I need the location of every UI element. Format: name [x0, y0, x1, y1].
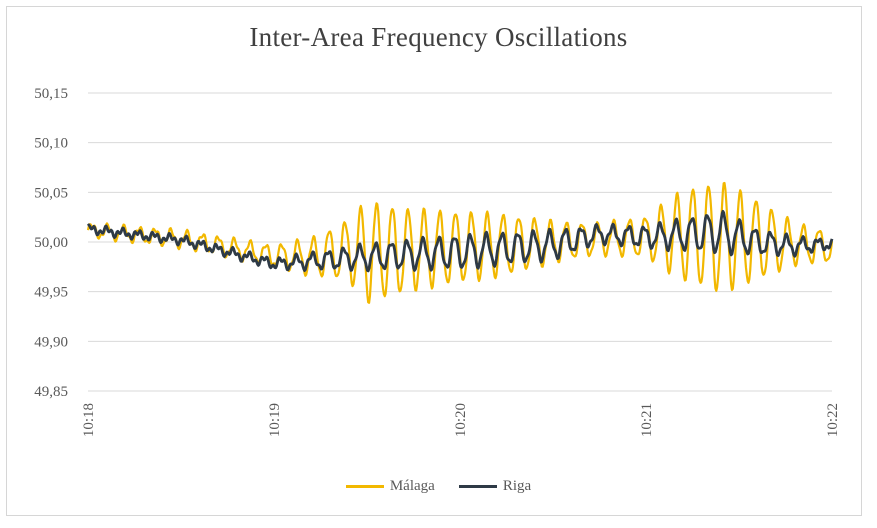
legend-swatch-malaga	[345, 485, 384, 488]
x-tick-label: 10:22	[825, 403, 841, 437]
y-tick-label: 49,85	[34, 384, 68, 400]
legend-item-malaga: Málaga	[345, 478, 435, 495]
legend-swatch-riga	[458, 485, 497, 488]
y-tick-label: 50,05	[34, 185, 68, 201]
y-axis-tick-labels: 50,15 50,10 50,05 50,00 49,95 49,90 49,85	[34, 86, 68, 400]
y-tick-label: 50,15	[34, 86, 68, 102]
legend-item-riga: Riga	[458, 478, 532, 495]
x-tick-label: 10:18	[81, 403, 97, 437]
legend-label-malaga: Málaga	[389, 478, 435, 494]
y-tick-label: 50,00	[34, 235, 68, 251]
legend: Málaga Riga	[0, 478, 877, 495]
series-line-riga	[86, 209, 834, 273]
x-axis-tick-labels: 10:18 10:19 10:20 10:21 10:22	[81, 403, 841, 437]
chart-title: Inter-Area Frequency Oscillations	[249, 22, 628, 52]
x-tick-label: 10:20	[453, 403, 469, 437]
legend-label-riga: Riga	[502, 478, 532, 494]
x-tick-label: 10:19	[267, 403, 283, 437]
y-tick-label: 49,95	[34, 285, 68, 301]
y-tick-label: 50,10	[34, 136, 68, 152]
x-tick-label: 10:21	[639, 403, 655, 437]
y-tick-label: 49,90	[34, 334, 68, 350]
series-lines	[86, 181, 834, 304]
